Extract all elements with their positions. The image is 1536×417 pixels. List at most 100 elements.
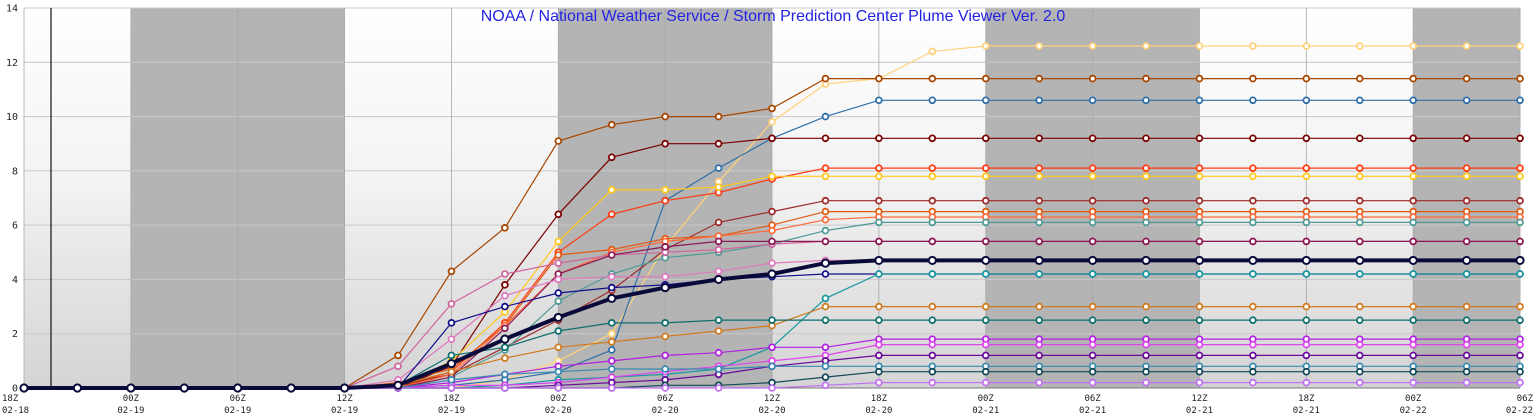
x-tick-label: 00Z (123, 394, 140, 404)
data-point (768, 172, 776, 181)
data-point (1355, 255, 1365, 266)
data-point (1195, 196, 1204, 205)
data-point (447, 384, 456, 392)
data-point (875, 218, 883, 227)
data-point (1035, 340, 1043, 349)
data-point (501, 370, 509, 379)
data-point (714, 316, 723, 324)
data-point (1355, 196, 1364, 205)
data-point (447, 267, 456, 276)
data-point (714, 139, 723, 148)
data-point (821, 164, 830, 172)
data-point (1462, 218, 1471, 227)
data-point (1516, 196, 1524, 205)
data-point (447, 351, 456, 360)
series-group (19, 42, 1525, 393)
data-point (1409, 378, 1417, 387)
data-point (1462, 237, 1471, 246)
data-point (1035, 196, 1043, 205)
data-point (928, 134, 937, 143)
data-point (1035, 270, 1043, 278)
data-point (72, 383, 83, 393)
data-point (1302, 96, 1311, 105)
data-point (607, 293, 617, 304)
data-point (501, 291, 509, 300)
x-tick-label: 06Z (1517, 394, 1534, 404)
data-point (1088, 270, 1097, 278)
data-point (768, 134, 776, 143)
y-tick-label: 10 (6, 112, 18, 123)
data-point (607, 251, 616, 259)
x-tick-label: 00Z (1405, 394, 1422, 404)
data-point (1462, 378, 1471, 387)
x-tick-label: 02-19 (117, 406, 144, 416)
data-point (1302, 172, 1311, 181)
data-point (714, 245, 723, 254)
data-point (1302, 74, 1311, 83)
data-point (1249, 351, 1257, 360)
y-tick-label: 14 (6, 4, 18, 15)
data-point (501, 270, 509, 278)
data-point (820, 258, 831, 268)
data-point (1088, 302, 1097, 311)
data-point (1088, 316, 1097, 324)
data-point (981, 367, 990, 376)
data-point (446, 358, 457, 369)
data-point (875, 270, 883, 278)
x-tick-label: 12Z (1191, 394, 1208, 404)
x-tick-label: 12Z (336, 394, 353, 404)
data-point (554, 137, 563, 145)
data-point (1462, 172, 1471, 181)
data-point (1462, 42, 1471, 50)
data-point (233, 383, 243, 393)
data-point (768, 237, 776, 246)
x-tick-label: 06Z (1084, 394, 1101, 404)
data-point (1516, 96, 1524, 105)
data-point (126, 383, 136, 393)
data-point (1035, 367, 1043, 376)
data-point (981, 134, 990, 143)
data-point (1409, 351, 1417, 360)
data-point (713, 274, 724, 285)
data-point (768, 259, 776, 267)
data-point (1302, 316, 1311, 324)
data-point (501, 324, 509, 333)
data-point (1515, 255, 1525, 266)
data-point (1142, 378, 1150, 387)
data-point (554, 275, 563, 284)
data-point (1355, 172, 1364, 181)
data-point (1516, 42, 1524, 50)
data-point (714, 348, 723, 357)
data-point (1516, 164, 1524, 172)
x-tick-label: 06Z (230, 394, 247, 404)
data-point (981, 255, 991, 266)
data-point (661, 112, 669, 121)
x-tick-label: 02-19 (331, 406, 358, 416)
series (19, 255, 1525, 393)
data-point (1302, 302, 1311, 311)
data-point (1249, 74, 1257, 83)
data-point (1302, 218, 1311, 227)
data-point (607, 319, 616, 327)
data-point (1462, 164, 1471, 172)
data-point (1409, 218, 1417, 227)
data-point (1516, 302, 1524, 311)
data-point (1142, 316, 1150, 324)
data-point (714, 365, 723, 373)
data-point (1088, 42, 1097, 50)
data-point (1249, 218, 1257, 227)
data-point (1409, 42, 1417, 50)
data-point (1249, 367, 1257, 376)
x-axis-ticks: 18Z 02-18 00Z 02-19 06Z 02-19 12Z 02-19 18Z 02-19… (2, 394, 1534, 416)
data-point (1142, 302, 1150, 311)
data-point (607, 338, 616, 346)
data-point (661, 365, 669, 373)
data-point (1142, 237, 1150, 246)
data-point (1462, 196, 1471, 205)
data-point (501, 384, 509, 392)
data-point (1409, 74, 1417, 83)
data-point (981, 196, 990, 205)
data-point (821, 112, 830, 121)
data-point (1355, 164, 1364, 172)
data-point (1409, 340, 1417, 349)
